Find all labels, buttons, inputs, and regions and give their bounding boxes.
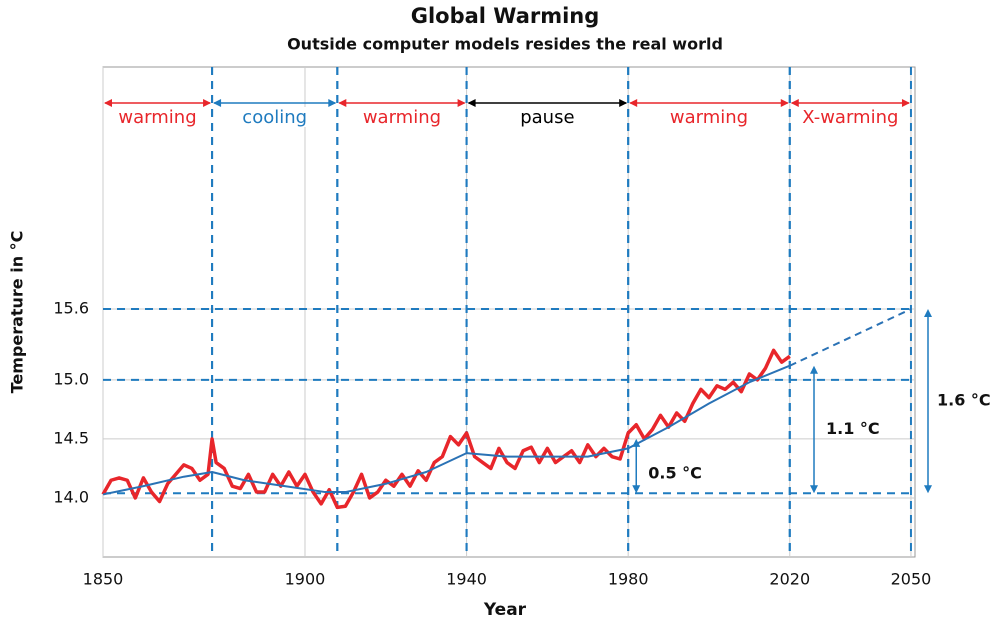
arrow-head [924,485,932,494]
arrow-head [213,99,222,107]
annotation-label: 1.6 °C [937,391,991,410]
y-tick-label: 15.0 [53,369,89,388]
period-label: pause [520,107,574,128]
arrow-head [810,365,819,374]
period-label-bg [239,107,311,127]
x-tick-label: 1980 [608,570,649,589]
period-label: X-warming [802,107,898,128]
arrow-head [632,485,641,494]
period-label: warming [118,107,196,128]
x-axis-label: Year [483,600,527,620]
chart-title: Global Warming [411,4,600,28]
x-tick-label: 1850 [83,570,124,589]
arrow-head [629,99,638,107]
arrow-head [901,99,910,107]
x-tick-label: 2020 [769,570,810,589]
period-label: cooling [242,107,307,128]
y-tick-label: 14.5 [53,428,89,447]
period-label: warming [670,107,748,128]
arrow-head [457,99,466,107]
period-label-bg [115,107,200,127]
arrow-head [338,99,347,107]
plot-frame [102,66,916,558]
period-label-bg [666,107,752,127]
arrow-head [924,309,932,318]
arrow-head [780,99,789,107]
chart-subtitle: Outside computer models resides the real… [287,35,723,54]
y-axis-label: Temperature in °C [8,231,27,394]
x-tick-label: 1900 [285,570,326,589]
arrow-head [203,99,212,107]
y-tick-label: 14.0 [53,487,89,506]
period-label-bg [359,107,445,127]
arrow-head [632,438,641,447]
y-tick-label: 15.6 [53,299,89,318]
annotation-label: 0.5 °C [648,464,702,483]
arrow-head [328,99,337,107]
x-tick-label: 2050 [891,570,932,589]
data-line [102,364,791,496]
data-line [789,308,912,367]
period-label: warming [363,107,441,128]
annotation-label: 1.1 °C [826,419,880,438]
period-label-bg [517,107,578,127]
data-line [101,348,791,510]
arrow-head [790,99,799,107]
arrow-head [810,485,819,494]
arrow-head [104,99,112,107]
arrow-head [467,99,476,107]
x-tick-label: 1940 [446,570,487,589]
period-label-bg [799,107,902,127]
arrow-head [619,99,628,107]
